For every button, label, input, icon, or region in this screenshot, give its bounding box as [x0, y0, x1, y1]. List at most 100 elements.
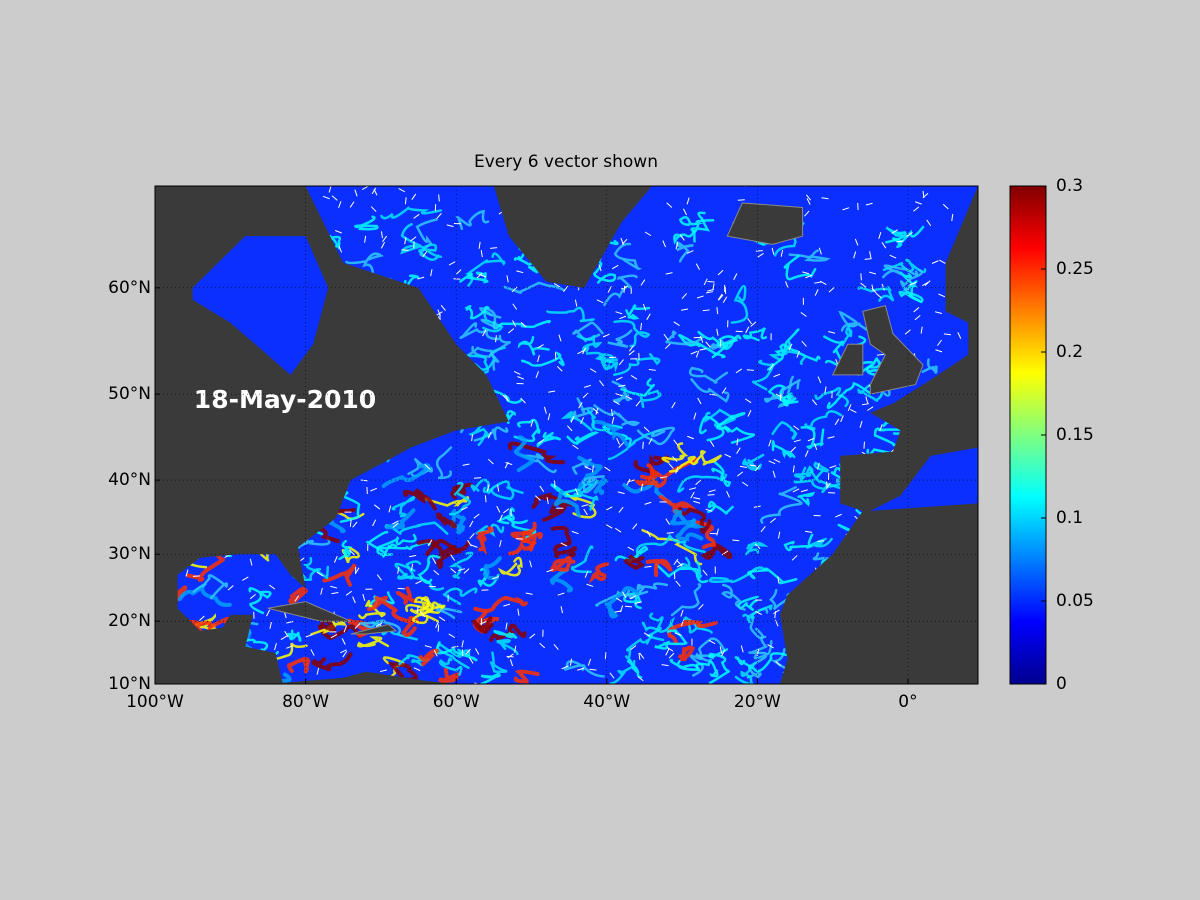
vector-arrow — [681, 293, 688, 300]
vector-arrow — [461, 640, 464, 648]
vector-arrow — [530, 419, 534, 427]
current-streak — [468, 421, 491, 447]
current-streak — [586, 477, 609, 495]
vector-arrow — [775, 393, 783, 398]
current-streak — [747, 567, 798, 585]
current-streak — [771, 420, 798, 440]
current-streak — [497, 556, 523, 577]
vector-arrow — [471, 434, 474, 442]
vector-arrow — [320, 587, 323, 595]
vector-arrow — [804, 450, 809, 457]
current-streak — [536, 431, 562, 448]
vector-arrow — [577, 350, 584, 355]
current-streak — [730, 284, 749, 324]
vector-arrow — [515, 538, 523, 540]
vector-arrow — [249, 593, 256, 600]
vector-arrow — [665, 518, 671, 525]
vector-arrow — [859, 420, 863, 428]
vector-arrow — [428, 585, 436, 588]
current-streak — [734, 661, 757, 684]
current-streak — [286, 629, 302, 642]
land — [779, 186, 978, 684]
current-streak — [376, 533, 417, 557]
vector-arrow — [499, 514, 503, 522]
vector-arrow — [627, 479, 635, 483]
y-tick-label: 30°N — [108, 544, 151, 564]
vector-arrow — [615, 376, 623, 381]
vector-arrow — [478, 274, 486, 278]
vector-arrow — [424, 645, 432, 648]
vector-arrow — [605, 506, 613, 511]
vector-arrow — [341, 638, 346, 645]
vector-arrow — [249, 558, 253, 566]
vector-arrow — [861, 403, 870, 406]
current-streak — [576, 334, 603, 353]
vector-arrow — [274, 643, 277, 651]
current-streak — [248, 587, 272, 615]
vector-arrow — [739, 465, 747, 468]
current-streak — [613, 242, 643, 270]
vector-arrow — [433, 569, 440, 576]
vector-arrow — [382, 235, 388, 242]
vector-arrow — [572, 444, 579, 450]
vector-arrow — [726, 490, 730, 498]
vector-arrow — [802, 271, 810, 275]
vector-arrow — [546, 497, 549, 505]
vector-arrow — [676, 560, 683, 567]
vector-arrow — [535, 371, 539, 379]
current-streak — [592, 261, 617, 284]
current-streak — [623, 554, 646, 570]
vector-arrow — [553, 643, 559, 651]
vector-arrow — [824, 386, 827, 394]
vector-arrow — [769, 363, 774, 371]
vector-arrow — [486, 484, 490, 492]
vector-arrow — [735, 368, 743, 374]
vector-arrow — [484, 495, 487, 503]
vector-arrow — [433, 649, 438, 657]
vector-arrow — [773, 609, 780, 615]
vector-arrow — [310, 649, 315, 656]
current-streak — [636, 426, 676, 446]
current-streak — [690, 378, 730, 403]
vector-arrow — [487, 458, 494, 465]
vector-arrow — [818, 247, 822, 255]
vector-arrow — [922, 281, 929, 287]
current-streak — [609, 659, 636, 684]
vector-arrow — [409, 554, 417, 558]
vector-arrow — [775, 660, 782, 667]
current-streak — [737, 595, 759, 611]
vector-arrow — [557, 592, 565, 596]
vector-arrow — [618, 442, 625, 448]
vector-arrow — [514, 645, 517, 653]
vector-arrow — [446, 224, 454, 228]
vector-arrow — [349, 201, 355, 208]
current-streak — [503, 281, 565, 294]
current-streak — [435, 603, 463, 620]
vector-arrow — [664, 343, 671, 350]
vector-arrow — [467, 539, 472, 547]
vector-arrow — [673, 321, 680, 327]
vector-arrow — [716, 328, 719, 336]
vector-arrow — [436, 311, 443, 316]
vector-arrow — [632, 523, 638, 530]
vector-arrow — [364, 235, 367, 243]
current-streak — [689, 654, 715, 677]
vector-arrow — [616, 437, 620, 445]
vector-arrow — [547, 413, 551, 421]
vector-arrow — [584, 384, 592, 388]
vector-arrow — [589, 668, 597, 671]
vector-arrow — [615, 311, 623, 315]
current-streak — [571, 545, 594, 574]
current-streak — [381, 463, 431, 489]
vector-arrow — [539, 642, 546, 649]
current-streak — [480, 672, 501, 684]
vector-arrow — [939, 259, 946, 264]
current-streak — [885, 226, 907, 244]
vector-arrow — [733, 273, 738, 280]
current-streak — [734, 652, 791, 673]
vector-arrow — [473, 477, 482, 479]
vector-arrow — [673, 558, 679, 566]
current-streak — [771, 440, 796, 459]
current-streak — [645, 558, 673, 578]
land — [726, 202, 804, 245]
